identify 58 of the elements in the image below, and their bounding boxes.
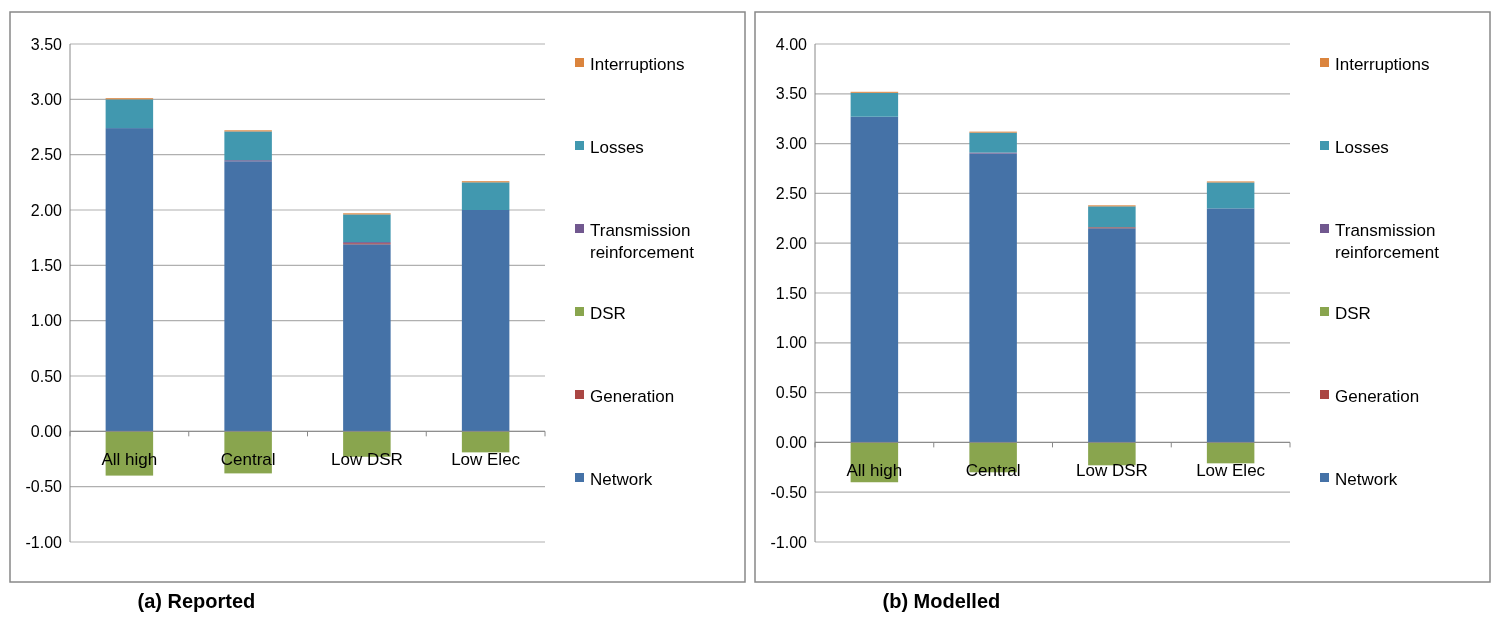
y-tick-label: 3.50: [30, 35, 63, 53]
bar: [343, 244, 391, 432]
legend-label: Transmission reinforcement: [1335, 220, 1440, 263]
y-tick-label: 1.50: [30, 256, 63, 274]
y-tick-label: 2.00: [30, 201, 63, 219]
y-tick-label: 3.00: [30, 90, 63, 108]
y-tick-label: -0.50: [770, 483, 808, 501]
y-tick-label: 0.00: [30, 422, 63, 440]
bar: [461, 431, 510, 453]
legend-label: Losses: [590, 137, 644, 157]
y-tick-label: 3.50: [775, 85, 808, 103]
bar: [1206, 208, 1255, 443]
y-tick-label: 4.00: [775, 35, 808, 53]
legend-label: Losses: [1335, 137, 1389, 157]
y-tick-label: -1.00: [770, 533, 808, 551]
legend-label: Interruptions: [1335, 54, 1430, 74]
y-tick-label: 2.50: [775, 185, 808, 202]
bar: [1088, 206, 1136, 228]
legend-label: Interruptions: [590, 54, 685, 74]
bar: [105, 128, 154, 432]
y-tick-label: 1.00: [30, 312, 63, 330]
bar: [224, 131, 272, 161]
bar: [343, 214, 391, 243]
text: (b) Modelled: [882, 590, 1001, 612]
legend-label: Generation: [1335, 386, 1420, 406]
text: (a) Reported: [137, 590, 256, 612]
y-tick-label: 0.00: [775, 434, 808, 451]
y-tick-label: 3.00: [775, 135, 808, 153]
y-tick-label: 0.50: [30, 367, 63, 385]
legend-label: DSR: [1335, 303, 1371, 323]
bar: [969, 153, 1017, 443]
y-tick-label: 2.50: [30, 146, 63, 164]
legend-label: Network: [1335, 469, 1398, 489]
bar: [461, 210, 510, 432]
bar: [1088, 228, 1136, 443]
y-tick-label: 1.50: [775, 284, 808, 302]
legend-label: Network: [590, 469, 653, 489]
legend-label: Transmission reinforcement: [590, 220, 695, 263]
y-tick-label: -0.50: [25, 478, 63, 496]
y-tick-label: -1.00: [25, 533, 63, 551]
bar: [105, 99, 154, 129]
bar: [1088, 442, 1136, 466]
x-tick-label: Low DSR: [1075, 461, 1148, 481]
x-tick-label: Low Elec: [1196, 461, 1266, 481]
bar: [850, 92, 899, 117]
y-tick-label: 1.00: [775, 334, 808, 352]
bar: [1206, 182, 1255, 209]
legend-label: DSR: [590, 303, 626, 323]
x-tick-label: Low DSR: [330, 450, 403, 470]
x-tick-label: Low Elec: [451, 450, 521, 470]
bar: [850, 116, 899, 443]
bar: [224, 161, 272, 432]
y-tick-label: 2.00: [775, 234, 808, 252]
bar: [1206, 442, 1255, 464]
legend-label: Generation: [590, 386, 675, 406]
y-tick-label: 0.50: [775, 384, 808, 402]
bar: [461, 182, 510, 210]
bar: [969, 132, 1017, 153]
